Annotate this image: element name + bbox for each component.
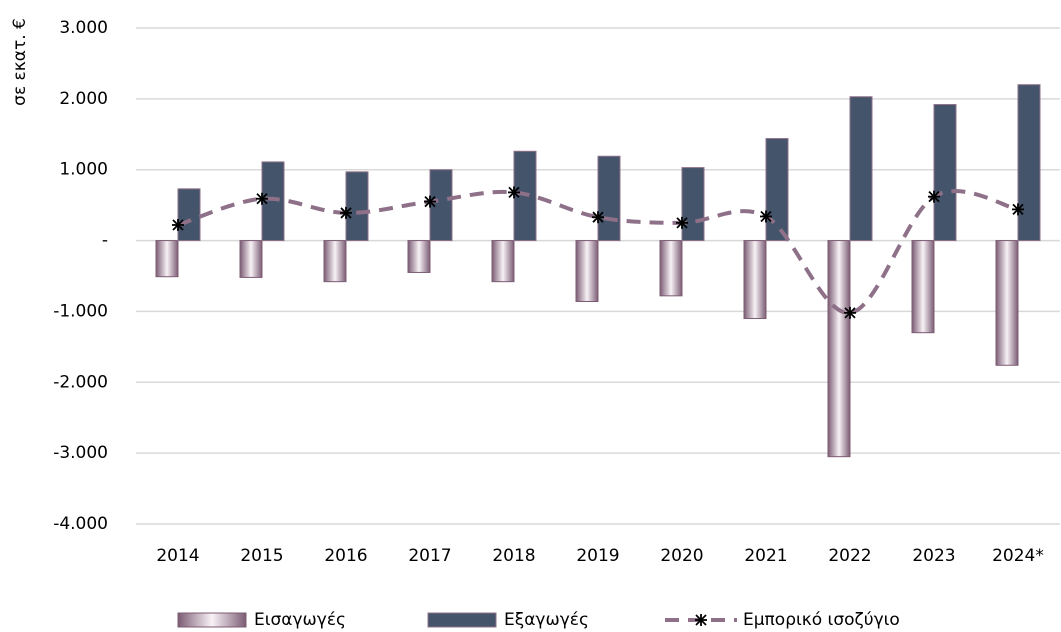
- bar: [323, 240, 347, 283]
- x-tick-label: 2021: [744, 546, 787, 566]
- x-tick-label: 2023: [912, 546, 955, 566]
- x-tick-label: 2020: [660, 546, 703, 566]
- y-tick-label: 3.000: [59, 18, 108, 38]
- x-tick-label: 2017: [408, 546, 451, 566]
- line-marker: [256, 192, 268, 205]
- x-tick-label: 2014: [156, 546, 199, 566]
- bar: [681, 167, 705, 242]
- x-tick-label: 2016: [324, 546, 367, 566]
- legend-label: Εμπορικό ισοζύγιο: [743, 610, 900, 630]
- bar: [659, 240, 683, 297]
- legend-swatch: [177, 612, 247, 628]
- line-marker: [676, 216, 688, 229]
- y-tick-label: -3.000: [53, 443, 108, 463]
- y-tick-label: -4.000: [53, 514, 108, 534]
- bar: [345, 171, 369, 242]
- line-marker: [760, 210, 772, 223]
- line-marker: [928, 190, 940, 203]
- bar: [597, 155, 621, 242]
- line: [177, 189, 1019, 315]
- x-tick-label: 2024*: [992, 546, 1044, 566]
- bar: [407, 240, 431, 273]
- bar: [239, 240, 263, 278]
- x-tick-label: 2015: [240, 546, 283, 566]
- y-tick-label: 1.000: [59, 160, 108, 180]
- bar: [155, 240, 179, 278]
- y-tick-label: 2.000: [59, 89, 108, 109]
- bar: [849, 96, 873, 242]
- y-tick-label: -: [102, 231, 108, 251]
- legend-swatch: [427, 612, 497, 628]
- bar: [743, 240, 767, 320]
- bar: [765, 138, 789, 242]
- line-marker: [424, 195, 436, 208]
- legend-label: Εξαγωγές: [504, 610, 589, 630]
- bar: [827, 240, 851, 458]
- bar: [1017, 84, 1041, 242]
- y-axis-title: σε εκατ. €: [10, 18, 30, 106]
- bar: [933, 104, 957, 242]
- x-tick-label: 2019: [576, 546, 619, 566]
- line-marker: [508, 186, 520, 199]
- line-marker: [172, 218, 184, 231]
- bar: [491, 240, 515, 283]
- legend-label: Εισαγωγές: [254, 610, 346, 630]
- legend-marker: [695, 614, 707, 626]
- line-marker: [844, 306, 856, 319]
- x-tick-label: 2022: [828, 546, 871, 566]
- line-marker: [340, 206, 352, 219]
- bar: [177, 188, 201, 242]
- y-tick-label: -2.000: [53, 372, 108, 392]
- line-marker: [1012, 203, 1024, 216]
- line-marker: [592, 211, 604, 224]
- bar: [995, 240, 1019, 366]
- bar: [911, 240, 935, 334]
- y-tick-label: -1.000: [53, 301, 108, 321]
- bar: [575, 240, 599, 303]
- x-tick-label: 2018: [492, 546, 535, 566]
